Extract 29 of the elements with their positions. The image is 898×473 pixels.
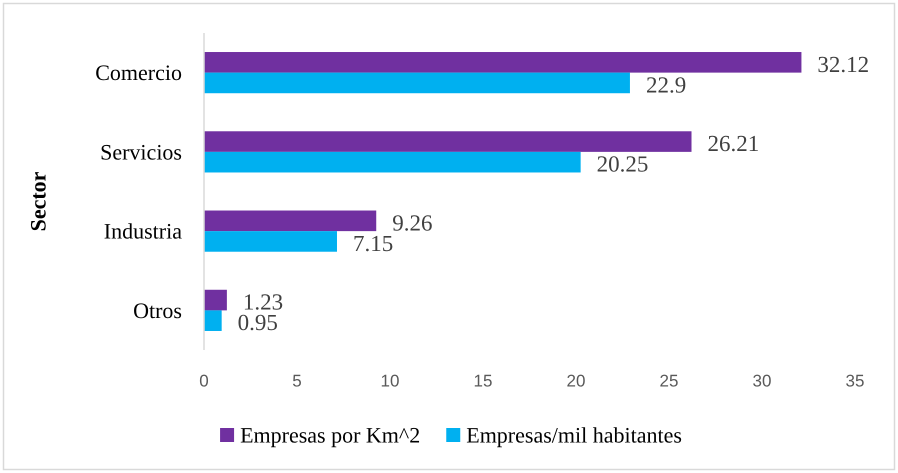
x-tick-label: 15 [474, 372, 492, 390]
data-label: 22.9 [646, 72, 686, 98]
x-tick-label: 20 [566, 372, 586, 390]
legend-label: Empresas/mil habitantes [466, 422, 682, 448]
bar [204, 310, 222, 331]
data-label: 7.15 [352, 230, 394, 256]
y-tick-label: Otros [133, 298, 182, 323]
x-tick-label: 35 [846, 372, 864, 390]
bar [204, 131, 692, 152]
y-axis-title: Sector [26, 171, 50, 232]
bar [204, 290, 227, 310]
data-label: 20.25 [596, 152, 648, 177]
y-tick-label: Servicios [100, 139, 182, 164]
x-tick-label: 25 [660, 372, 678, 390]
y-tick-label: Comercio [95, 60, 182, 86]
y-tick-label: Industria [104, 218, 182, 244]
bar [204, 231, 337, 252]
x-tick-label: 30 [752, 372, 772, 390]
legend-label: Empresas por Km^2 [240, 422, 420, 448]
data-label: 26.21 [708, 131, 760, 156]
x-tick-label: 10 [380, 372, 400, 390]
data-label: 32.12 [817, 52, 870, 77]
bar [204, 152, 581, 172]
bar [204, 52, 802, 73]
bar [204, 210, 376, 232]
x-tick-label: 0 [199, 372, 209, 390]
data-label: 9.26 [392, 210, 432, 236]
bar [204, 72, 630, 94]
x-tick-label: 5 [292, 372, 302, 390]
